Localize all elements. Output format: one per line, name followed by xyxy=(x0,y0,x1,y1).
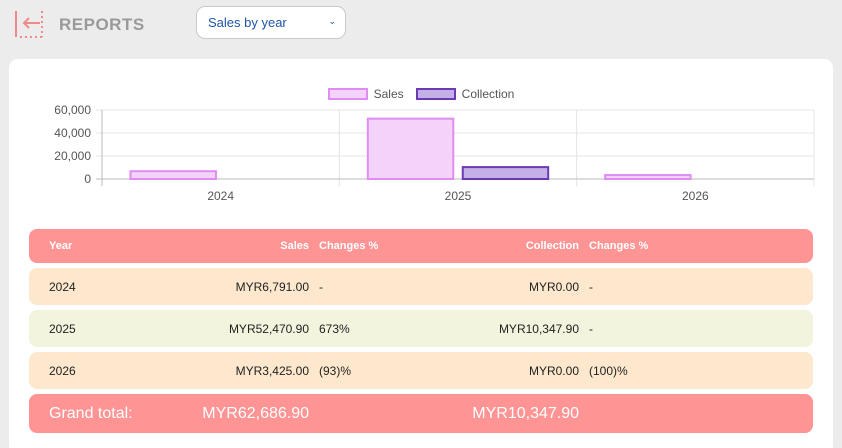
cell-collection: MYR0.00 xyxy=(528,279,579,294)
grand-total-sales: MYR62,686.90 xyxy=(202,404,309,422)
chevron-down-icon: ⌄ xyxy=(328,16,336,26)
sales-collection-chart: 60,000 40,000 20,000 0 2024 2025 2026 xyxy=(54,103,815,203)
bar-sales-2026 xyxy=(604,174,692,180)
col-header-collection: Collection xyxy=(525,240,579,252)
cell-sales: MYR3,425.00 xyxy=(235,363,309,378)
cell-year: 2024 xyxy=(49,279,76,294)
table-row: 2024 MYR6,791.00 - MYR0.00 - xyxy=(29,268,813,305)
grand-total-collection: MYR10,347.90 xyxy=(472,404,579,422)
y-tick-label: 20,000 xyxy=(54,149,91,163)
legend-item-sales[interactable]: Sales xyxy=(327,87,404,101)
bar-sales-2024 xyxy=(129,170,217,181)
cell-sales-change: - xyxy=(319,279,323,294)
report-card: Sales Collection 60,000 40,000 20,000 0 2024… xyxy=(9,59,833,448)
col-header-sales: Sales xyxy=(280,240,309,252)
legend-swatch-collection xyxy=(415,88,456,100)
x-tick-label: 2026 xyxy=(682,189,709,203)
page-title: REPORTS xyxy=(59,15,145,34)
cell-collection-change: - xyxy=(589,321,593,336)
cell-collection-change: - xyxy=(589,279,593,294)
report-type-select[interactable]: Sales by year ⌄ xyxy=(196,6,346,39)
cell-sales-change: (93)% xyxy=(319,363,352,378)
col-header-year: Year xyxy=(49,240,73,252)
col-header-sales-change: Changes % xyxy=(319,240,379,252)
grand-total-row: Grand total: MYR62,686.90 MYR10,347.90 xyxy=(29,394,813,433)
x-tick-label: 2024 xyxy=(207,189,234,203)
back-icon[interactable] xyxy=(14,9,44,39)
table-row: 2026 MYR3,425.00 (93)% MYR0.00 (100)% xyxy=(29,352,813,389)
y-tick-label: 0 xyxy=(84,172,91,186)
legend-item-collection[interactable]: Collection xyxy=(415,87,515,101)
cell-collection: MYR0.00 xyxy=(528,363,579,378)
cell-year: 2025 xyxy=(49,321,76,336)
cell-sales: MYR52,470.90 xyxy=(228,321,309,336)
cell-year: 2026 xyxy=(49,363,76,378)
cell-sales-change: 673% xyxy=(319,321,350,336)
y-tick-label: 40,000 xyxy=(54,126,91,140)
table-header: Year Sales Changes % Collection Changes … xyxy=(29,229,813,263)
col-header-collection-change: Changes % xyxy=(589,240,649,252)
report-type-value: Sales by year xyxy=(208,15,287,30)
chart-legend: Sales Collection xyxy=(9,87,833,101)
grand-total-label: Grand total: xyxy=(49,404,133,422)
table-row: 2025 MYR52,470.90 673% MYR10,347.90 - xyxy=(29,310,813,347)
cell-sales: MYR6,791.00 xyxy=(235,279,309,294)
bar-sales-2025 xyxy=(366,117,455,180)
y-tick-label: 60,000 xyxy=(54,103,91,117)
cell-collection-change: (100)% xyxy=(589,363,628,378)
x-tick-label: 2025 xyxy=(445,189,472,203)
bar-collection-2025 xyxy=(461,166,550,180)
legend-swatch-sales xyxy=(327,88,368,100)
cell-collection: MYR10,347.90 xyxy=(498,321,579,336)
legend-label-sales: Sales xyxy=(373,87,404,101)
legend-label-collection: Collection xyxy=(461,87,515,101)
